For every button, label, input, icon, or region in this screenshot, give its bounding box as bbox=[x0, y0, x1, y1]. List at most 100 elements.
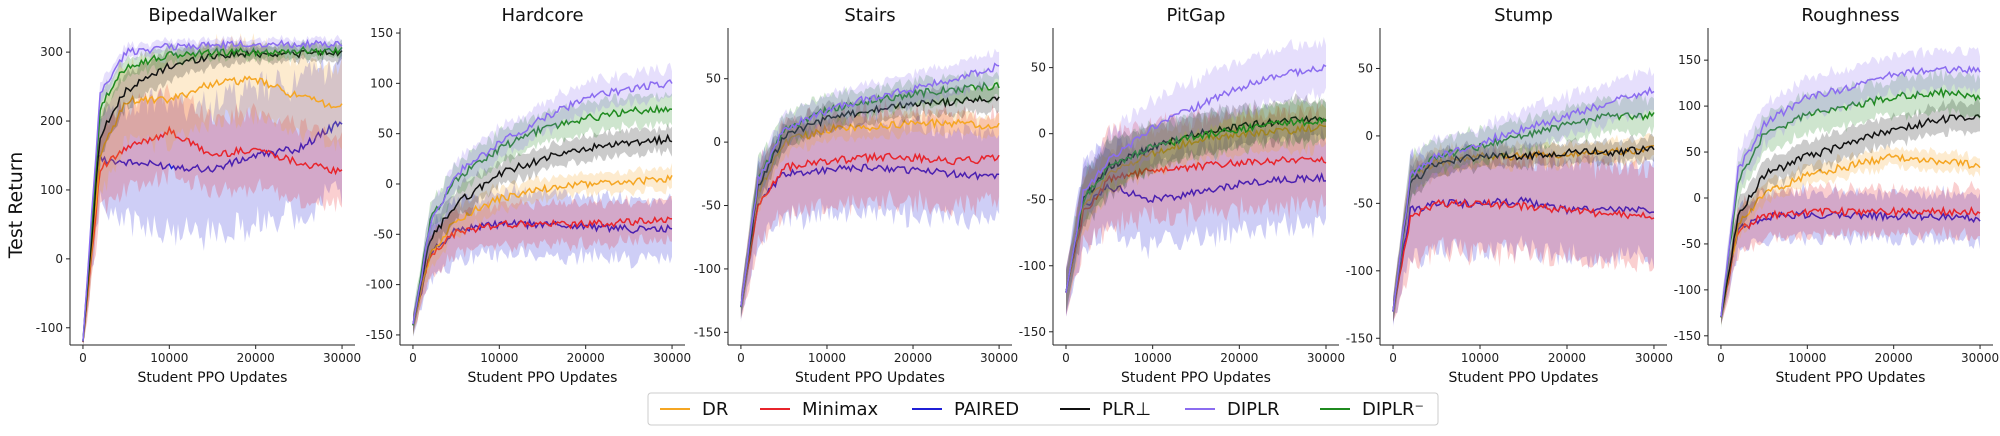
band-minimax-0 bbox=[83, 83, 342, 345]
x-tick-label: 20000 bbox=[894, 351, 932, 365]
y-tick-label: 50 bbox=[706, 72, 721, 86]
x-axis-label: Student PPO Updates bbox=[468, 370, 618, 386]
x-tick-label: 30000 bbox=[653, 351, 691, 365]
x-tick-label: 30000 bbox=[323, 351, 361, 365]
y-tick-label: -50 bbox=[1681, 237, 1701, 251]
line-dr-2 bbox=[740, 118, 1000, 308]
band-plr-4 bbox=[1393, 133, 1654, 324]
y-tick-label: -50 bbox=[1026, 193, 1046, 207]
y-tick-label: -100 bbox=[1674, 283, 1701, 297]
y-tick-label: 200 bbox=[40, 114, 63, 128]
band-diplr-3 bbox=[1066, 95, 1326, 313]
panel-title: Stairs bbox=[844, 5, 895, 26]
x-axis-label: Student PPO Updates bbox=[138, 370, 288, 386]
y-tick-label: -150 bbox=[1346, 331, 1373, 345]
line-paired-2 bbox=[740, 163, 1000, 308]
legend-label: DIPLR bbox=[1227, 399, 1280, 420]
y-tick-label: 100 bbox=[1678, 99, 1701, 113]
line-diplr-2 bbox=[740, 62, 1000, 307]
y-tick-label: 150 bbox=[370, 26, 393, 40]
band-plr-2 bbox=[740, 80, 1000, 318]
y-tick-label: 50 bbox=[1358, 61, 1373, 75]
line-plr-0 bbox=[82, 48, 343, 342]
y-tick-label: 50 bbox=[378, 127, 393, 141]
line-paired-4 bbox=[1392, 196, 1654, 312]
line-minimax-5 bbox=[1720, 205, 1981, 317]
line-minimax-3 bbox=[1065, 155, 1327, 293]
x-axis-label: Student PPO Updates bbox=[1776, 370, 1926, 386]
x-tick-label: 20000 bbox=[1875, 351, 1913, 365]
line-diplr-0 bbox=[82, 45, 343, 342]
x-tick-label: 20000 bbox=[237, 351, 275, 365]
y-tick-label: 0 bbox=[713, 135, 721, 149]
line-dr-0 bbox=[82, 75, 343, 342]
panel-title: Hardcore bbox=[501, 5, 583, 26]
band-minimax-4 bbox=[1393, 145, 1654, 322]
legend-label: DIPLR⁻ bbox=[1362, 399, 1424, 420]
x-tick-label: 10000 bbox=[1788, 351, 1826, 365]
panel-4: -150 -100 -50 0 50 0 10000 20000 30000 Stump Stude… bbox=[1346, 5, 1673, 386]
band-diplr-1 bbox=[413, 91, 672, 337]
x-tick-label: 30000 bbox=[1635, 351, 1673, 365]
x-tick-label: 10000 bbox=[808, 351, 846, 365]
line-diplr-0 bbox=[82, 38, 343, 342]
x-tick-label: 30000 bbox=[1307, 351, 1345, 365]
legend-label: DR bbox=[702, 399, 728, 420]
x-tick-label: 0 bbox=[1062, 351, 1070, 365]
panel-title: Stump bbox=[1494, 5, 1553, 26]
legend-label: PLR⊥ bbox=[1102, 399, 1151, 420]
band-diplr-5 bbox=[1721, 46, 1980, 324]
legend: DR Minimax PAIRED PLR⊥ DIPLR DIPLR⁻ bbox=[647, 392, 1439, 426]
x-tick-label: 0 bbox=[409, 351, 417, 365]
x-tick-label: 10000 bbox=[150, 351, 188, 365]
panel-title: BipedalWalker bbox=[148, 5, 277, 26]
y-tick-label: 0 bbox=[1693, 191, 1701, 205]
line-minimax-1 bbox=[412, 216, 673, 325]
y-tick-label: -50 bbox=[1353, 196, 1373, 210]
band-paired-2 bbox=[740, 110, 1000, 319]
x-tick-label: 0 bbox=[79, 351, 87, 365]
band-plr-1 bbox=[413, 123, 672, 335]
y-axis-label: Test Return bbox=[5, 152, 27, 260]
line-diplr-5 bbox=[1720, 86, 1981, 318]
line-diplr-4 bbox=[1392, 86, 1655, 312]
line-paired-5 bbox=[1720, 209, 1981, 317]
line-plr-3 bbox=[1065, 115, 1327, 293]
y-tick-label: -150 bbox=[1019, 325, 1046, 339]
x-tick-label: 10000 bbox=[1134, 351, 1172, 365]
band-diplr-2 bbox=[740, 67, 1000, 320]
y-tick-label: -150 bbox=[366, 328, 393, 342]
y-tick-label: 50 bbox=[1686, 145, 1701, 159]
y-tick-label: 0 bbox=[1038, 127, 1046, 141]
band-diplr-4 bbox=[1393, 66, 1654, 328]
panel-5: -150 -100 -50 0 50 100 150 0 10000 20000 30000 Roug… bbox=[1674, 5, 1999, 386]
band-paired-0 bbox=[83, 43, 342, 345]
panel-title: PitGap bbox=[1167, 5, 1226, 26]
line-dr-5 bbox=[1720, 153, 1981, 318]
x-tick-label: 0 bbox=[737, 351, 745, 365]
band-dr-0 bbox=[83, 33, 342, 345]
y-tick-label: -150 bbox=[694, 325, 721, 339]
x-tick-label: 10000 bbox=[1461, 351, 1499, 365]
band-paired-3 bbox=[1066, 121, 1326, 317]
y-tick-label: 0 bbox=[385, 177, 393, 191]
line-diplr-3 bbox=[1065, 116, 1327, 293]
panel-2: -150 -100 -50 0 50 0 10000 20000 30000 Stairs Stud… bbox=[694, 5, 1018, 386]
x-tick-label: 20000 bbox=[567, 351, 605, 365]
y-tick-label: -100 bbox=[366, 278, 393, 292]
x-tick-label: 0 bbox=[1389, 351, 1397, 365]
band-diplr-5 bbox=[1721, 67, 1980, 328]
x-tick-label: 30000 bbox=[980, 351, 1018, 365]
y-tick-label: 0 bbox=[55, 252, 63, 266]
panel-0: -100 0 100 200 300 0 10000 20000 30000 BipedalWal… bbox=[36, 5, 361, 386]
x-axis-label: Student PPO Updates bbox=[795, 370, 945, 386]
line-dr-1 bbox=[412, 174, 673, 325]
y-tick-label: 0 bbox=[1365, 129, 1373, 143]
panel-3: -150 -100 -50 0 50 0 10000 20000 30000 PitGap Stud… bbox=[1019, 5, 1345, 386]
line-dr-3 bbox=[1065, 122, 1327, 293]
y-tick-label: 100 bbox=[370, 76, 393, 90]
legend-label: Minimax bbox=[802, 399, 879, 420]
legend-frame bbox=[647, 392, 1439, 426]
line-paired-0 bbox=[82, 120, 343, 341]
y-tick-label: -100 bbox=[36, 321, 63, 335]
